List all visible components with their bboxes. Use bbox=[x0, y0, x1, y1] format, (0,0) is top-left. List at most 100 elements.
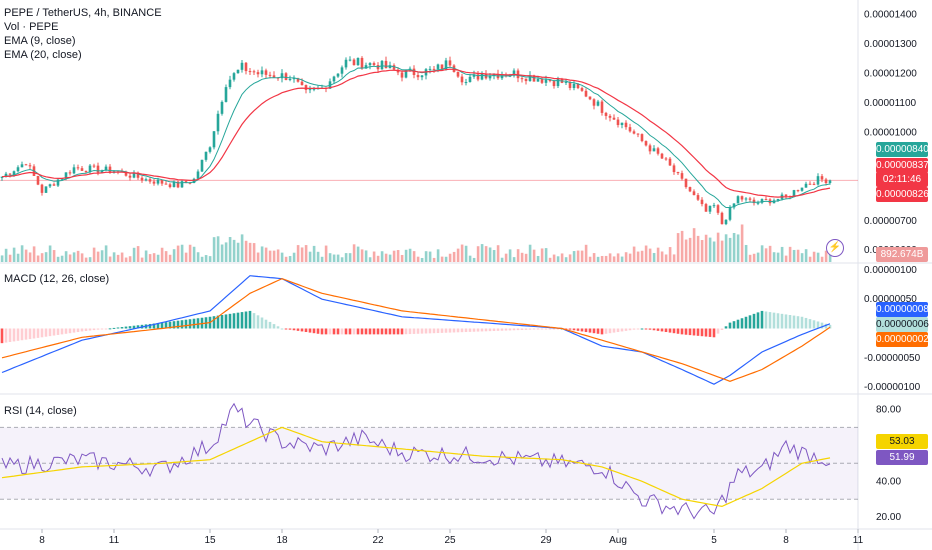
volume-bar bbox=[204, 255, 208, 262]
candle-body bbox=[124, 171, 128, 176]
candle-body bbox=[648, 145, 652, 152]
macd-histogram-bar bbox=[532, 328, 536, 330]
candle-body bbox=[828, 180, 832, 184]
macd-histogram-bar bbox=[600, 328, 604, 335]
volume-bar bbox=[412, 251, 416, 262]
macd-histogram-bar bbox=[680, 328, 684, 335]
macd-histogram-bar bbox=[308, 328, 312, 333]
volume-bar bbox=[372, 251, 376, 262]
macd-histogram-bar bbox=[668, 328, 672, 333]
volume-bar bbox=[560, 253, 564, 262]
candle-body bbox=[672, 165, 676, 173]
volume-bar bbox=[800, 253, 804, 262]
macd-histogram-bar bbox=[784, 314, 788, 329]
volume-bar bbox=[228, 237, 232, 262]
macd-histogram-bar bbox=[484, 328, 488, 332]
volume-tag: 892.674B bbox=[876, 247, 928, 262]
candle-body bbox=[104, 166, 108, 171]
volume-bar bbox=[628, 253, 632, 262]
volume-bar bbox=[64, 251, 68, 262]
volume-bar bbox=[672, 254, 676, 262]
macd-histogram-bar bbox=[656, 328, 660, 331]
macd-histogram-bar bbox=[748, 315, 752, 329]
time-tick-label: 29 bbox=[540, 535, 552, 546]
candle-body bbox=[164, 183, 168, 185]
candle-body bbox=[696, 195, 700, 200]
volume-bar bbox=[592, 253, 596, 262]
volume-bar bbox=[316, 251, 320, 262]
candle-body bbox=[136, 172, 140, 178]
candle-body bbox=[448, 60, 452, 66]
macd-histogram-bar bbox=[580, 328, 584, 332]
macd-histogram-bar bbox=[664, 328, 668, 333]
volume-bar bbox=[824, 250, 828, 262]
macd-histogram-bar bbox=[48, 328, 52, 337]
signal-line bbox=[1, 278, 831, 382]
macd-histogram-bar bbox=[120, 327, 124, 329]
volume-bar bbox=[428, 251, 432, 262]
volume-bar bbox=[296, 245, 300, 262]
candle-body bbox=[36, 175, 40, 185]
time-tick-label: 25 bbox=[444, 535, 456, 546]
candle-body bbox=[216, 113, 220, 132]
volume-bar bbox=[696, 235, 700, 262]
macd-histogram-bar bbox=[648, 328, 652, 330]
volume-bar bbox=[660, 251, 664, 262]
macd-histogram-bar bbox=[828, 324, 832, 329]
volume-bar bbox=[788, 246, 792, 262]
candle-body bbox=[204, 151, 208, 160]
volume-bar bbox=[820, 256, 824, 262]
macd-histogram-bar bbox=[348, 328, 352, 335]
candle-body bbox=[272, 75, 276, 78]
volume-bar bbox=[476, 246, 480, 262]
volume-bar bbox=[96, 251, 100, 262]
volume-bar bbox=[572, 251, 576, 262]
candle-body bbox=[816, 176, 820, 185]
candle-body bbox=[524, 78, 528, 82]
macd-histogram-bar bbox=[280, 328, 284, 330]
volume-bar bbox=[136, 246, 140, 262]
volume-bar bbox=[380, 251, 384, 262]
volume-bar bbox=[664, 254, 668, 262]
macd-histogram-bar bbox=[192, 318, 196, 329]
volume-bar bbox=[444, 256, 448, 262]
volume-bar bbox=[388, 254, 392, 262]
volume-bar bbox=[828, 254, 832, 262]
macd-histogram-bar bbox=[728, 322, 732, 329]
candle-body bbox=[144, 179, 148, 181]
volume-bar bbox=[60, 255, 64, 262]
volume-bar bbox=[680, 230, 684, 262]
macd-histogram-bar bbox=[796, 316, 800, 329]
macd-histogram-bar bbox=[360, 328, 364, 335]
volume-bar bbox=[132, 247, 136, 262]
macd-histogram-bar bbox=[432, 328, 436, 334]
candle-body bbox=[360, 57, 364, 69]
macd-histogram-bar bbox=[180, 320, 184, 329]
macd-histogram-bar bbox=[808, 319, 812, 329]
macd-histogram-bar bbox=[64, 328, 68, 334]
volume-bar bbox=[552, 254, 556, 262]
volume-bar bbox=[764, 248, 768, 262]
volume-bar bbox=[616, 253, 620, 262]
candle-body bbox=[624, 122, 628, 128]
volume-bar bbox=[780, 246, 784, 262]
candle-body bbox=[756, 202, 760, 204]
macd-tick-label: 0.00000100 bbox=[864, 265, 917, 276]
candle-body bbox=[660, 153, 664, 159]
volume-bar bbox=[440, 256, 444, 262]
macd-histogram-bar bbox=[392, 328, 396, 335]
macd-histogram-bar bbox=[672, 328, 676, 334]
macd-histogram-bar bbox=[536, 328, 540, 330]
macd-histogram-bar bbox=[388, 328, 392, 335]
candle-body bbox=[80, 168, 84, 171]
lightning-icon[interactable]: ⚡ bbox=[826, 239, 844, 257]
candle-body bbox=[480, 73, 484, 80]
candle-body bbox=[492, 73, 496, 76]
macd-tick-label: -0.00000050 bbox=[864, 353, 921, 364]
candle-body bbox=[8, 173, 12, 175]
macd-histogram-bar bbox=[52, 328, 56, 336]
macd-histogram-bar bbox=[236, 312, 240, 329]
price-tick-label: 0.00001400 bbox=[864, 10, 917, 21]
macd-histogram-bar bbox=[216, 315, 220, 329]
